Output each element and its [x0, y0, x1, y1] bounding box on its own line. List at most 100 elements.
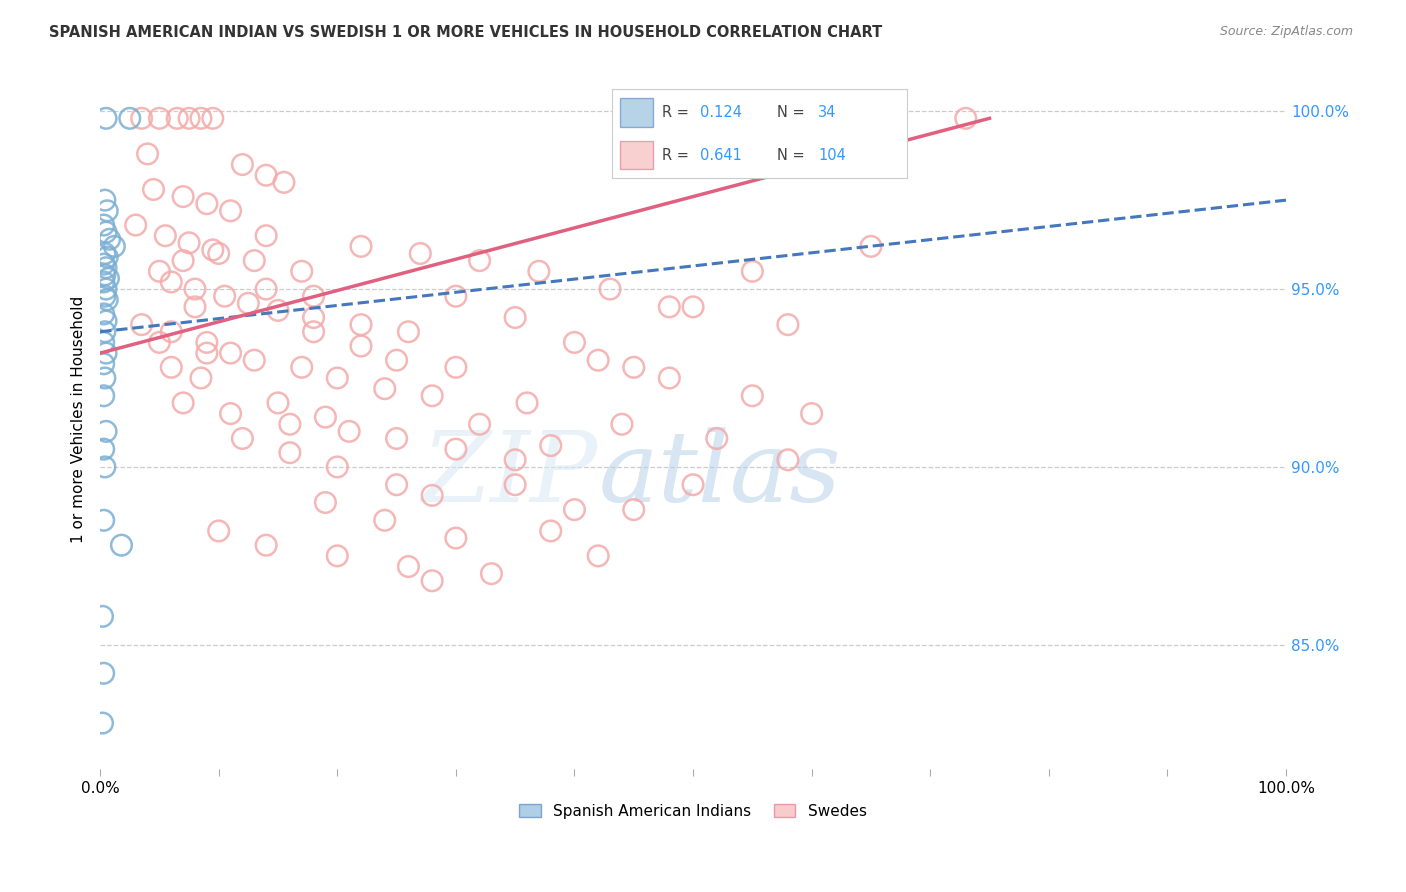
Point: [254, 168, 277, 182]
Point: [184, 300, 207, 314]
Point: [326, 459, 349, 474]
Point: [208, 246, 231, 260]
Point: [468, 417, 491, 432]
Point: [468, 253, 491, 268]
Point: [160, 275, 183, 289]
Point: [231, 432, 253, 446]
Y-axis label: 1 or more Vehicles in Household: 1 or more Vehicles in Household: [72, 295, 86, 542]
Point: [302, 310, 325, 325]
Point: [98, 232, 121, 246]
Point: [420, 389, 443, 403]
Point: [658, 300, 681, 314]
Point: [238, 296, 260, 310]
Point: [243, 253, 266, 268]
Point: [374, 382, 396, 396]
Point: [326, 371, 349, 385]
Point: [93, 257, 115, 271]
Point: [420, 574, 443, 588]
Point: [302, 325, 325, 339]
Point: [859, 239, 882, 253]
Point: [103, 239, 125, 253]
Point: [214, 289, 236, 303]
Text: 104: 104: [818, 148, 846, 162]
Point: [110, 538, 132, 552]
Point: [160, 360, 183, 375]
Point: [195, 335, 218, 350]
Point: [166, 112, 188, 126]
Point: [97, 271, 120, 285]
Point: [859, 112, 882, 126]
Point: [267, 396, 290, 410]
Point: [398, 559, 420, 574]
Point: [93, 389, 115, 403]
Point: [94, 289, 117, 303]
Point: [136, 147, 159, 161]
Point: [219, 346, 242, 360]
Point: [91, 609, 114, 624]
Point: [682, 477, 704, 491]
Point: [955, 112, 977, 126]
Point: [481, 566, 503, 581]
Point: [398, 325, 420, 339]
Point: [93, 335, 115, 350]
Point: [148, 264, 170, 278]
Point: [94, 260, 117, 275]
Point: [94, 325, 117, 339]
Point: [706, 432, 728, 446]
Point: [254, 228, 277, 243]
Point: [94, 193, 117, 207]
Point: [231, 157, 253, 171]
Point: [94, 314, 117, 328]
Point: [444, 531, 467, 545]
Point: [96, 203, 118, 218]
Point: [586, 549, 609, 563]
Point: [93, 442, 115, 457]
Point: [503, 310, 526, 325]
Point: [337, 425, 360, 439]
Point: [540, 439, 562, 453]
Point: [96, 250, 118, 264]
Point: [254, 282, 277, 296]
Point: [314, 410, 336, 425]
Point: [94, 282, 117, 296]
Point: [564, 502, 586, 516]
Text: N =: N =: [778, 148, 810, 162]
Point: [516, 396, 538, 410]
Point: [540, 524, 562, 538]
Point: [184, 282, 207, 296]
Point: [350, 239, 373, 253]
Point: [291, 264, 314, 278]
Point: [172, 396, 194, 410]
Point: [599, 282, 621, 296]
Point: [623, 360, 645, 375]
Text: 34: 34: [818, 105, 837, 120]
Point: [314, 495, 336, 509]
Bar: [620, 141, 652, 169]
Point: [682, 300, 704, 314]
Point: [93, 357, 115, 371]
Point: [658, 371, 681, 385]
Point: [350, 339, 373, 353]
Bar: [620, 98, 652, 127]
Point: [94, 268, 117, 282]
Point: [302, 289, 325, 303]
Point: [177, 235, 200, 250]
Point: [776, 452, 799, 467]
Text: 0.641: 0.641: [700, 148, 742, 162]
Point: [155, 228, 177, 243]
Text: atlas: atlas: [598, 427, 841, 523]
Point: [160, 325, 183, 339]
Point: [172, 189, 194, 203]
Point: [195, 346, 218, 360]
Text: N =: N =: [778, 105, 810, 120]
Point: [444, 289, 467, 303]
Point: [131, 112, 153, 126]
Point: [201, 243, 224, 257]
Point: [741, 389, 763, 403]
Point: [91, 716, 114, 731]
Point: [94, 346, 117, 360]
Point: [96, 293, 118, 307]
Point: [208, 524, 231, 538]
Point: [93, 275, 115, 289]
Text: ZIP: ZIP: [422, 427, 598, 523]
